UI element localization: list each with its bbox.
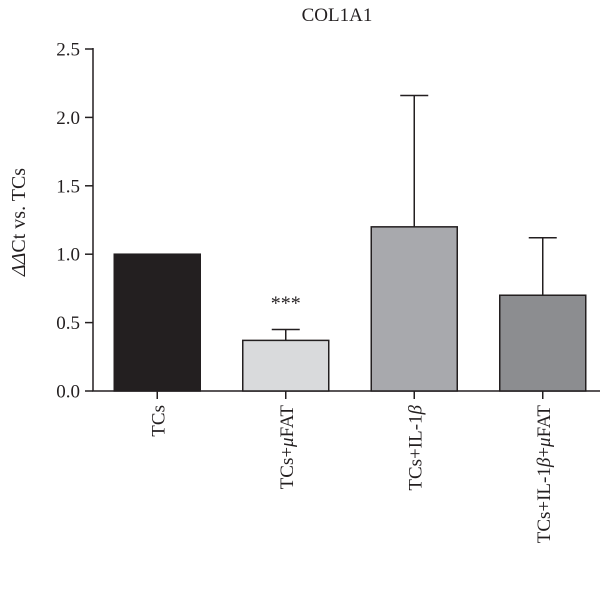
y-tick-label: 1.0 (56, 245, 80, 266)
y-tick-label: 0.5 (56, 313, 80, 334)
bar (242, 339, 330, 392)
x-tick-label: TCs+μFAT (277, 405, 298, 490)
bar (499, 294, 587, 392)
significance-label: *** (271, 292, 301, 314)
bar (113, 253, 201, 392)
bar (370, 226, 458, 392)
y-tick-label: 2.0 (56, 108, 80, 129)
y-tick-label: 0.0 (56, 382, 80, 403)
y-tick-label: 1.5 (56, 176, 80, 197)
x-tick-labels: TCs TCs+μFAT TCs+IL-1β TCs+IL-1β+μFAT (148, 404, 555, 543)
x-tick-label: TCs (148, 405, 169, 437)
y-axis-label: ΔΔCt vs. TCs (8, 168, 30, 277)
x-tick-label: TCs+IL-1β+μFAT (534, 405, 555, 544)
chart-title: COL1A1 (302, 5, 373, 26)
bars: *** (113, 94, 587, 392)
y-tick-label: 2.5 (56, 40, 80, 61)
x-tick-label: TCs+IL-1β (405, 404, 426, 490)
